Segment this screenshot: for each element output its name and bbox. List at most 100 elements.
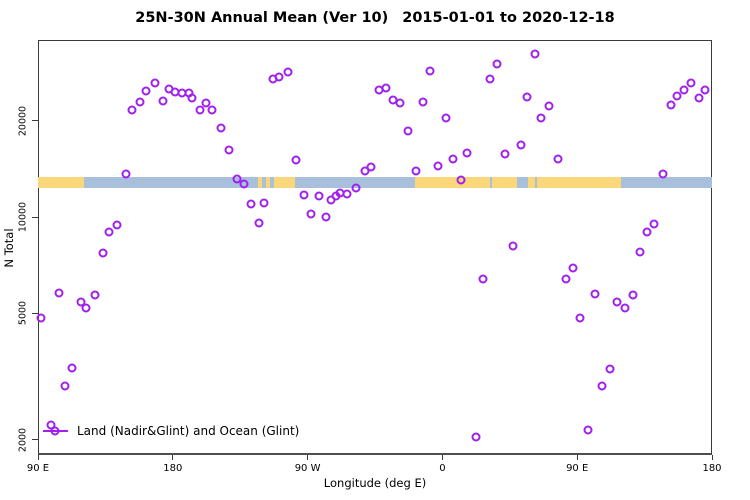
data-point (36, 313, 46, 323)
data-point (530, 49, 540, 59)
data-point (666, 100, 676, 110)
map-segment-land (273, 176, 295, 188)
data-point (508, 241, 518, 251)
data-point (612, 297, 622, 307)
data-point (127, 105, 137, 115)
x-tick-label: 90 E (26, 463, 50, 474)
y-tick (32, 312, 38, 314)
data-point (456, 175, 466, 185)
data-point (679, 85, 689, 95)
x-tick-label: 180 (702, 463, 722, 474)
data-point (411, 166, 421, 176)
y-tick-label: 20000 (17, 105, 29, 137)
data-point (274, 72, 284, 82)
data-point (403, 126, 413, 136)
x-tick-label: 180 (163, 463, 183, 474)
data-point (425, 66, 435, 76)
data-point (597, 381, 607, 391)
data-point (553, 154, 563, 164)
data-point (81, 303, 91, 313)
map-segment-land (38, 176, 84, 188)
data-point (590, 289, 600, 299)
map-segment-ocean (261, 176, 267, 188)
chart-title-main: 25N-30N Annual Mean (Ver 10) (135, 10, 389, 26)
data-point (492, 59, 502, 69)
data-point (239, 179, 249, 189)
data-point (67, 363, 77, 373)
data-point (187, 93, 197, 103)
data-point (536, 113, 546, 123)
data-point (620, 303, 630, 313)
data-point (649, 219, 659, 229)
map-segment-ocean (534, 176, 538, 188)
data-point (299, 190, 309, 200)
data-point (321, 212, 331, 222)
data-point (561, 274, 571, 284)
map-segment-land (537, 176, 621, 188)
data-point (628, 290, 638, 300)
data-point (700, 85, 710, 95)
data-point (254, 218, 264, 228)
x-tick-label: 90 W (294, 463, 321, 474)
data-point (195, 105, 205, 115)
x-tick (37, 455, 39, 460)
map-segment-land (266, 176, 271, 188)
legend-point-marker (50, 426, 60, 436)
data-point (135, 97, 145, 107)
data-point (54, 288, 64, 298)
data-point (98, 248, 108, 258)
chart-title-daterange: 2015-01-01 to 2020-12-18 (402, 10, 615, 26)
x-tick-label: 0 (439, 463, 446, 474)
x-tick (711, 455, 713, 460)
data-point (395, 98, 405, 108)
data-point (516, 140, 526, 150)
legend-label: Land (Nadir&Glint) and Ocean (Glint) (77, 424, 300, 438)
data-point (224, 145, 234, 155)
data-point (478, 274, 488, 284)
x-tick-label: 90 E (566, 463, 589, 474)
data-point (694, 93, 704, 103)
map-segment-ocean (270, 176, 274, 188)
x-tick (307, 455, 309, 460)
data-point (605, 364, 615, 374)
map-segment-land (414, 176, 490, 188)
data-point (448, 154, 458, 164)
data-point (522, 92, 532, 102)
data-point (201, 98, 211, 108)
data-point (259, 198, 269, 208)
data-point (76, 297, 86, 307)
x-tick (172, 455, 174, 460)
data-point (306, 209, 316, 219)
data-point (366, 162, 376, 172)
data-point (686, 78, 696, 88)
data-point (291, 155, 301, 165)
data-point (283, 67, 293, 77)
data-point (583, 425, 593, 435)
x-axis-label: Longitude (deg E) (323, 476, 427, 490)
data-point (360, 166, 370, 176)
data-point (351, 183, 361, 193)
map-segment-land (258, 176, 262, 188)
data-point (104, 227, 114, 237)
data-point (314, 191, 324, 201)
y-tick-label: 2000 (17, 427, 29, 453)
data-point (658, 169, 668, 179)
map-segment-land (491, 176, 517, 188)
data-point (246, 199, 256, 209)
data-point (471, 432, 481, 442)
data-point (121, 169, 131, 179)
map-segment-ocean (489, 176, 492, 188)
map-segment-ocean (620, 176, 712, 188)
data-point (207, 105, 217, 115)
data-point (216, 123, 226, 133)
y-tick-label: 10000 (17, 201, 29, 233)
y-tick (32, 120, 38, 122)
x-tick (441, 455, 443, 460)
data-point (141, 86, 151, 96)
data-point (90, 290, 100, 300)
data-point (112, 220, 122, 230)
data-point (635, 247, 645, 257)
chart-title: 25N-30N Annual Mean (Ver 10) 2015-01-01 … (0, 10, 750, 26)
map-segment-ocean (83, 176, 259, 188)
